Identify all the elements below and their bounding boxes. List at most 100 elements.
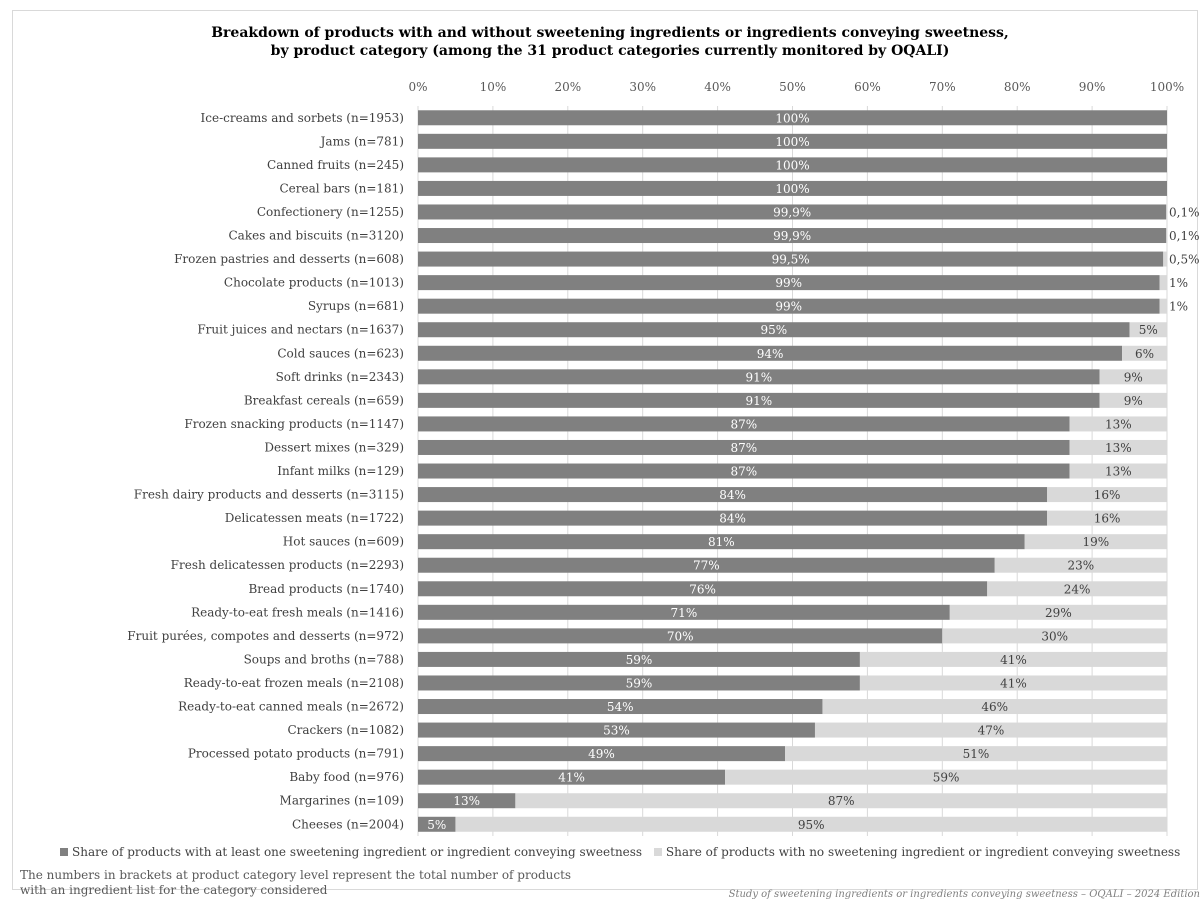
bar-chart: 0% 10% 20% 30% 40% 50% 60% 70% 80% 90% 100% Ice-cre… [127, 80, 1200, 837]
bar-with [418, 510, 1048, 526]
data-label-without: 1% [1169, 300, 1188, 314]
legend-item-with: Share of products with at least one swee… [60, 845, 642, 859]
category-label: Jams (n=781) [319, 134, 404, 148]
bar-with [418, 604, 950, 620]
x-tick-label: 80% [1004, 80, 1031, 94]
bar-with [418, 157, 1167, 173]
data-label-without: 13% [1105, 417, 1132, 431]
bar-without [859, 651, 1167, 667]
data-label-with: 59% [626, 653, 653, 667]
bar-without [1163, 251, 1167, 267]
category-label: Chocolate products (n=1013) [224, 276, 404, 290]
bar-with [418, 699, 823, 715]
bar-with [418, 557, 995, 573]
data-label-with: 87% [730, 465, 757, 479]
data-label-with: 87% [730, 441, 757, 455]
bar-without [987, 581, 1167, 597]
data-label-with: 99% [775, 276, 802, 290]
bar-without [822, 699, 1167, 715]
category-label: Cold sauces (n=623) [277, 346, 404, 360]
bar-without [1122, 345, 1167, 361]
data-label-without: 46% [981, 700, 1008, 714]
bar-with [418, 251, 1164, 267]
bar-with [418, 651, 860, 667]
category-label: Frozen pastries and desserts (n=608) [174, 252, 404, 266]
bar-with [418, 369, 1100, 385]
bar-with [418, 722, 815, 738]
bar-with [418, 675, 860, 691]
data-label-with: 71% [671, 606, 698, 620]
data-label-with: 53% [603, 724, 630, 738]
data-label-with: 100% [775, 182, 809, 196]
category-label: Margarines (n=109) [280, 794, 404, 808]
legend: Share of products with at least one swee… [60, 845, 1200, 859]
data-label-with: 91% [745, 394, 772, 408]
bar-without [1069, 463, 1167, 479]
data-label-without: 30% [1041, 629, 1068, 643]
data-label-with: 70% [667, 629, 694, 643]
data-label-with: 59% [626, 676, 653, 690]
bar-with [418, 110, 1167, 126]
bar-without [1069, 416, 1167, 432]
category-label: Confectionery (n=1255) [257, 205, 404, 219]
category-label: Frozen snacking products (n=1147) [184, 417, 404, 431]
data-label-with: 87% [730, 417, 757, 431]
bar-with [418, 416, 1070, 432]
data-label-with: 100% [775, 135, 809, 149]
legend-item-without: Share of products with no sweetening ing… [653, 845, 1180, 859]
data-label-with: 84% [719, 488, 746, 502]
legend-swatch-with [60, 848, 68, 856]
bar-without [1047, 510, 1167, 526]
category-label: Baby food (n=976) [289, 770, 404, 784]
data-label-with: 81% [708, 535, 735, 549]
bar-with [418, 581, 988, 597]
data-label-without: 51% [963, 747, 990, 761]
data-label-without: 29% [1045, 606, 1072, 620]
bar-with [418, 487, 1048, 503]
bar-without [1024, 534, 1167, 550]
bar-without [949, 604, 1167, 620]
data-label-with: 91% [745, 370, 772, 384]
category-label: Dessert mixes (n=329) [264, 440, 404, 454]
data-label-with: 100% [775, 158, 809, 172]
data-label-without: 59% [933, 771, 960, 785]
bar-with [418, 439, 1070, 455]
category-label: Syrups (n=681) [308, 299, 404, 313]
bar-with [418, 746, 786, 762]
x-tick-label: 20% [554, 80, 581, 94]
bar-without [1166, 204, 1167, 220]
data-label-without: 95% [798, 818, 825, 832]
data-label-with: 99,9% [773, 205, 811, 219]
bar-without [942, 628, 1167, 644]
data-label-without: 1% [1169, 276, 1188, 290]
legend-label-with: Share of products with at least one swee… [72, 845, 643, 859]
data-label-with: 41% [558, 771, 585, 785]
category-label: Delicatessen meats (n=1722) [225, 511, 404, 525]
bar-without [1099, 369, 1167, 385]
bar-without [1129, 322, 1167, 338]
data-label-without: 13% [1105, 441, 1132, 455]
bar-without [859, 675, 1167, 691]
category-label: Canned fruits (n=245) [267, 158, 404, 172]
data-label-without: 19% [1083, 535, 1110, 549]
bar-without [785, 746, 1167, 762]
data-label-without: 0,1% [1169, 205, 1200, 219]
data-label-without: 9% [1124, 370, 1143, 384]
x-tick-label: 40% [704, 80, 731, 94]
category-label: Breakfast cereals (n=659) [244, 393, 404, 407]
footnote-line1: The numbers in brackets at product categ… [20, 868, 572, 882]
bar-with [418, 769, 726, 785]
data-label-with: 94% [757, 347, 784, 361]
bar-without [455, 816, 1167, 832]
bar-without [1047, 487, 1167, 503]
x-tick-label: 60% [854, 80, 881, 94]
bar-with [418, 816, 456, 832]
data-label-with: 54% [607, 700, 634, 714]
category-label: Cakes and biscuits (n=3120) [228, 229, 404, 243]
bar-without [515, 793, 1167, 809]
data-label-with: 99% [775, 300, 802, 314]
bar-without [1099, 392, 1167, 408]
data-label-without: 0,5% [1169, 253, 1200, 267]
bar-with [418, 180, 1167, 196]
x-tick-label: 50% [779, 80, 806, 94]
